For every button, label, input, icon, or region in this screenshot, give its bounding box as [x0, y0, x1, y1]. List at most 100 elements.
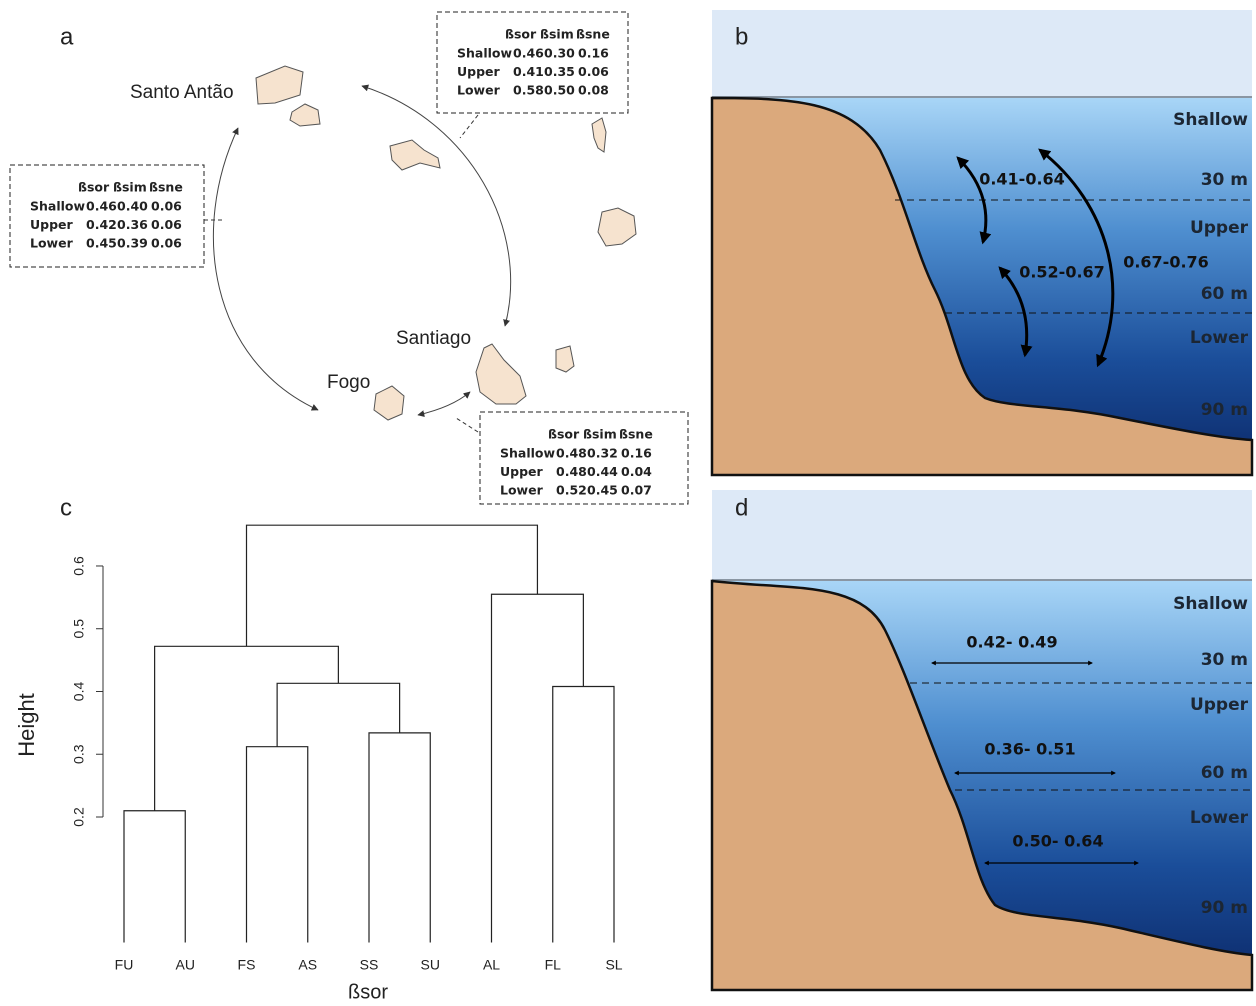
table-box [9, 164, 205, 268]
table-header: ßsim [113, 180, 147, 195]
range-arrow [956, 156, 992, 245]
table-cell: 0.46 [86, 199, 117, 214]
leaf-label: AU [176, 957, 195, 973]
table-box [479, 411, 689, 505]
table-header: ßsne [619, 427, 653, 442]
table-cell: 0.44 [587, 464, 618, 479]
table-cell: 0.16 [621, 446, 652, 461]
leader [455, 417, 479, 433]
island [389, 139, 441, 171]
table-header: ßsim [583, 427, 617, 442]
island [591, 117, 607, 153]
row-label: Upper [500, 464, 544, 479]
island [555, 345, 575, 373]
merge [245, 746, 309, 943]
y-tick-label: 0.2 [71, 807, 87, 827]
row-label: Shallow [500, 446, 555, 461]
range-label: 0.41-0.64 [979, 170, 1065, 189]
range-label: 0.67-0.76 [1123, 253, 1209, 272]
zone-label: Shallow [1173, 110, 1248, 130]
row-label: Shallow [30, 199, 85, 214]
zone-label: Shallow [1173, 594, 1248, 614]
y-tick-label: 0.3 [71, 744, 87, 764]
y-tick-label: 0.4 [71, 682, 87, 702]
depth-label: 30 m [1201, 170, 1248, 190]
leaf-label: FU [115, 957, 134, 973]
zone-label: Lower [1190, 808, 1249, 828]
table-header: ßsne [576, 27, 610, 42]
link-arrow [212, 127, 319, 411]
panel-letter: d [735, 494, 748, 521]
profile-b: b [710, 10, 1254, 477]
depth-label: 90 m [1201, 400, 1248, 420]
panel-letter: b [735, 23, 748, 50]
merge [276, 682, 401, 747]
range-label: 0.52-0.67 [1019, 263, 1105, 282]
link-arrow [417, 391, 471, 418]
depth-label: 60 m [1201, 763, 1248, 783]
leader [459, 114, 479, 139]
island [597, 207, 637, 247]
y-tick-label: 0.6 [71, 556, 87, 576]
table-cell: 0.06 [151, 236, 182, 251]
island-label: Santo Antão [130, 82, 234, 103]
island [475, 343, 527, 405]
table-cell: 0.52 [556, 483, 587, 498]
seabed [710, 579, 1254, 992]
sky [712, 10, 1252, 97]
table-cell: 0.35 [544, 64, 575, 79]
table-header: ßsne [149, 180, 183, 195]
leaf-label: AL [483, 957, 500, 973]
table-cell: 0.06 [151, 199, 182, 214]
table-header: ßsim [540, 27, 574, 42]
range-label: 0.50- 0.64 [1012, 832, 1103, 851]
island [289, 103, 321, 127]
table-cell: 0.32 [587, 446, 618, 461]
table-cell: 0.58 [513, 83, 544, 98]
table-box [436, 11, 629, 114]
leaf-label: FS [238, 957, 256, 973]
row-label: Shallow [457, 46, 512, 61]
range-label: 0.42- 0.49 [966, 633, 1057, 652]
table-cell: 0.46 [513, 46, 544, 61]
y-tick-label: 0.5 [71, 619, 87, 639]
table-cell: 0.40 [117, 199, 148, 214]
zone-label: Upper [1190, 695, 1249, 715]
table-cell: 0.16 [578, 46, 609, 61]
merge [552, 685, 615, 943]
table-cell: 0.41 [513, 64, 544, 79]
table-cell: 0.39 [117, 236, 148, 251]
leaf-label: SU [421, 957, 440, 973]
row-label: Lower [457, 83, 501, 98]
table-cell: 0.04 [621, 464, 652, 479]
island-label: Fogo [327, 372, 370, 393]
range-arrow [1038, 148, 1115, 368]
zone-label: Upper [1190, 218, 1249, 238]
table-cell: 0.48 [556, 446, 587, 461]
merge [154, 645, 339, 811]
depth-label: 90 m [1201, 898, 1248, 918]
table-header: ßsor [548, 427, 580, 442]
merge [368, 732, 431, 943]
island [373, 385, 405, 421]
depth-label: 60 m [1201, 284, 1248, 304]
table-cell: 0.42 [86, 217, 117, 232]
table-cell: 0.50 [544, 83, 575, 98]
zone-label: Lower [1190, 328, 1249, 348]
dendrogram: c Height ßsor 0.2 0.3 0.4 0.5 0.6 FU AU FS AS SS S… [14, 494, 623, 1003]
merge [245, 524, 539, 647]
island-label: Santiago [396, 328, 471, 349]
table-cell: 0.06 [578, 64, 609, 79]
sky [712, 490, 1252, 580]
row-label: Upper [457, 64, 501, 79]
row-label: Upper [30, 217, 74, 232]
table-header: ßsor [78, 180, 110, 195]
table-cell: 0.36 [117, 217, 148, 232]
table-cell: 0.45 [86, 236, 117, 251]
panel-letter: a [60, 23, 74, 50]
seabed [710, 96, 1254, 477]
profile-d: d [710, 490, 1254, 992]
leaf-label: SL [605, 957, 622, 973]
map: a Santo Antão Santiago Fogo [60, 23, 637, 433]
